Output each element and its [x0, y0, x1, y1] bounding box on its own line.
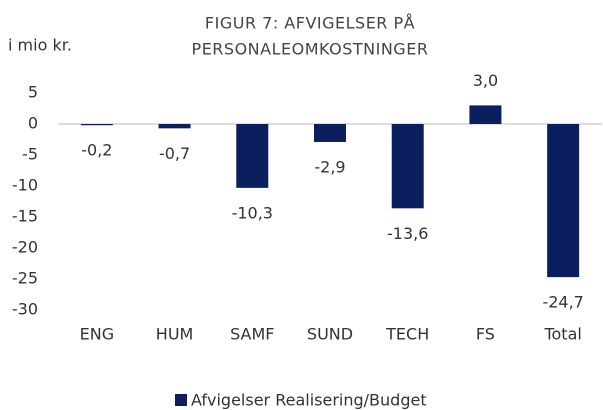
legend-label: Afvigelser Realisering/Budget [191, 391, 427, 410]
data-label: -24,7 [542, 293, 583, 312]
y-tick-label: -15 [12, 207, 38, 226]
bar [469, 105, 502, 124]
y-tick-label: -30 [12, 300, 38, 319]
y-axis-label: i mio kr. [8, 36, 72, 55]
x-tick-label: HUM [156, 325, 194, 344]
bar [314, 124, 346, 142]
bar [391, 124, 424, 209]
x-tick-label: ENG [80, 325, 114, 344]
x-tick-label: SAMF [230, 325, 274, 344]
bar [236, 124, 269, 188]
bar [158, 124, 191, 129]
data-label: -2,9 [314, 157, 345, 176]
data-label: -13,6 [387, 224, 428, 243]
x-tick-label: FS [476, 325, 495, 344]
legend-swatch [175, 394, 187, 406]
y-tick-label: 0 [28, 114, 38, 133]
data-label: -0,2 [81, 141, 112, 160]
y-tick-label: -10 [12, 176, 38, 195]
data-label: -0,7 [159, 144, 190, 163]
x-tick-label: TECH [385, 325, 429, 344]
x-tick-label: SUND [307, 325, 353, 344]
y-tick-label: -5 [22, 145, 38, 164]
data-label: 3,0 [473, 71, 498, 90]
bar [547, 124, 580, 278]
x-tick-label: Total [543, 325, 581, 344]
y-tick-label: 5 [28, 83, 38, 102]
y-tick-label: -20 [12, 238, 38, 257]
bar [80, 124, 113, 126]
y-tick-label: -25 [12, 269, 38, 288]
chart-title: PERSONALEOMKOSTNINGER [192, 40, 429, 59]
data-label: -10,3 [232, 203, 273, 222]
chart-title: FIGUR 7: AFVIGELSER PÅ [205, 14, 415, 33]
